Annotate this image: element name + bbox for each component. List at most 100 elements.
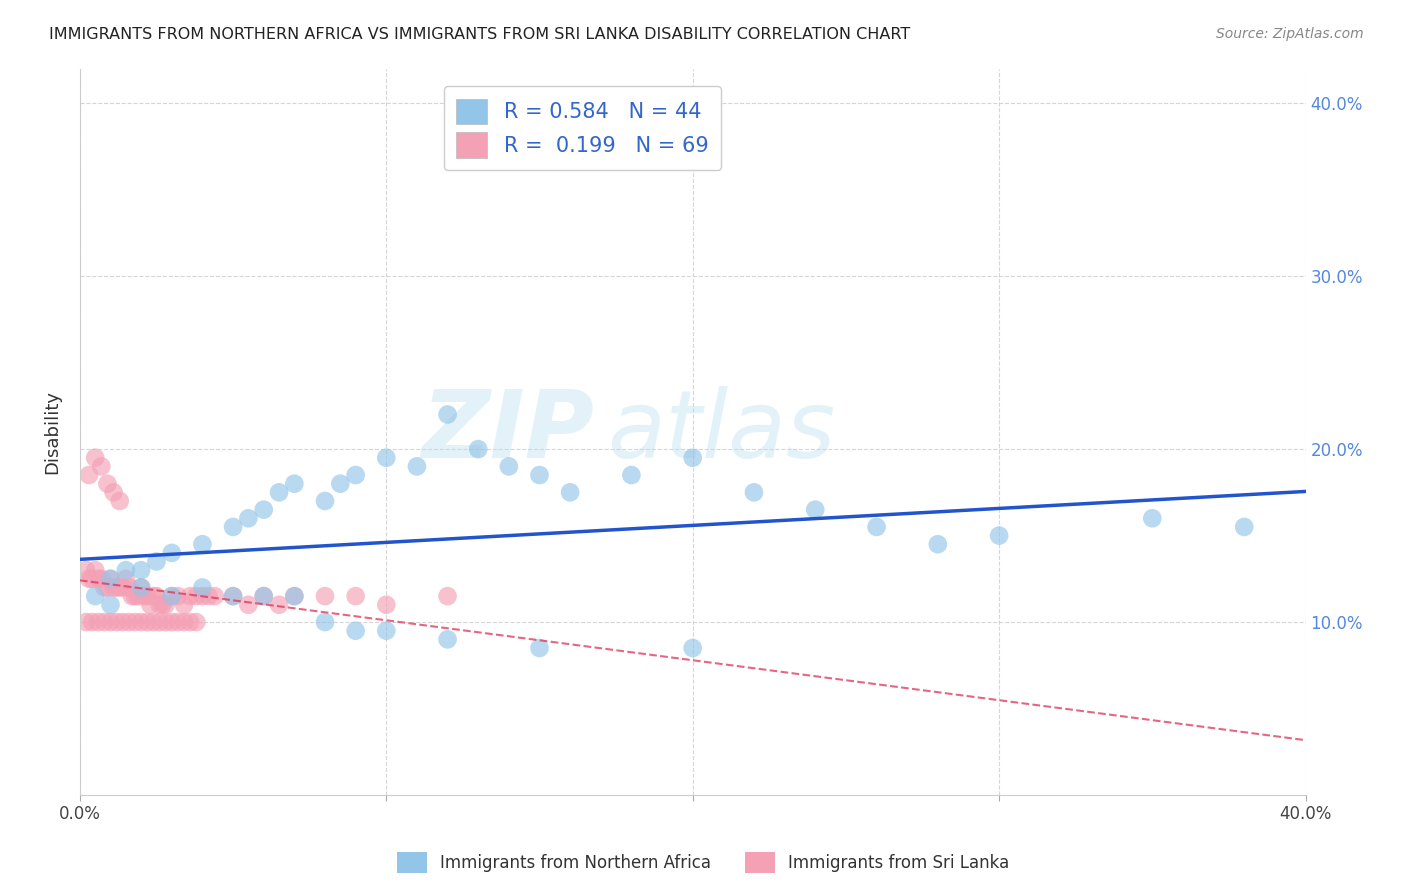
Point [87,572,110,586]
Point [375,450,398,465]
Point [927,537,949,551]
Point [129,581,152,595]
Point [108,494,131,508]
Point [96,581,118,595]
Point [121,589,143,603]
Point [111,581,134,595]
Point [134,589,156,603]
Point [314,494,336,508]
Point [179,615,201,629]
Point [191,589,214,603]
Point [186,615,208,629]
Point [108,581,131,595]
Point [75,615,97,629]
Point [436,408,458,422]
Point [329,476,352,491]
Point [129,563,152,577]
Point [82,615,104,629]
Point [84,450,107,465]
Point [344,589,367,603]
Point [314,589,336,603]
Point [77,572,100,586]
Point [77,468,100,483]
Point [75,563,97,577]
Point [314,615,336,629]
Point [87,615,110,629]
Point [253,589,276,603]
Point [105,581,128,595]
Point [1142,511,1164,525]
Point [197,589,219,603]
Point [173,615,195,629]
Point [267,485,290,500]
Point [436,632,458,647]
Text: atlas: atlas [607,386,835,477]
Legend: R = 0.584   N = 44, R =  0.199   N = 69: R = 0.584 N = 44, R = 0.199 N = 69 [443,87,721,170]
Text: ZIP: ZIP [422,386,595,478]
Point [682,640,704,655]
Y-axis label: Disability: Disability [44,390,60,474]
Point [406,459,429,474]
Point [529,468,551,483]
Point [179,589,201,603]
Point [160,546,183,560]
Point [238,511,260,525]
Point [114,572,136,586]
Point [186,589,208,603]
Point [682,450,704,465]
Point [467,442,489,456]
Point [222,520,245,534]
Point [160,615,183,629]
Point [155,615,177,629]
Point [103,485,125,500]
Point [93,581,115,595]
Point [283,589,305,603]
Point [167,589,190,603]
Point [160,589,183,603]
Point [103,581,125,595]
Point [283,476,305,491]
Point [145,555,167,569]
Text: Source: ZipAtlas.com: Source: ZipAtlas.com [1216,27,1364,41]
Point [865,520,887,534]
Point [160,589,183,603]
Text: IMMIGRANTS FROM NORTHERN AFRICA VS IMMIGRANTS FROM SRI LANKA DISABILITY CORRELAT: IMMIGRANTS FROM NORTHERN AFRICA VS IMMIG… [49,27,911,42]
Point [118,615,141,629]
Point [222,589,245,603]
Point [84,589,107,603]
Point [253,502,276,516]
Point [152,598,174,612]
Point [283,589,305,603]
Point [142,589,165,603]
Point [142,615,165,629]
Point [148,598,170,612]
Point [127,589,149,603]
Point [267,598,290,612]
Point [344,468,367,483]
Legend: Immigrants from Northern Africa, Immigrants from Sri Lanka: Immigrants from Northern Africa, Immigra… [391,846,1015,880]
Point [344,624,367,638]
Point [124,589,146,603]
Point [436,589,458,603]
Point [118,581,141,595]
Point [145,589,167,603]
Point [222,589,245,603]
Point [82,572,104,586]
Point [84,563,107,577]
Point [129,581,152,595]
Point [148,615,170,629]
Point [167,615,190,629]
Point [804,502,827,516]
Point [100,615,122,629]
Point [620,468,643,483]
Point [558,485,581,500]
Point [1233,520,1256,534]
Point [96,476,118,491]
Point [742,485,765,500]
Point [114,563,136,577]
Point [375,598,398,612]
Point [111,615,134,629]
Point [253,589,276,603]
Point [139,598,162,612]
Point [129,615,152,629]
